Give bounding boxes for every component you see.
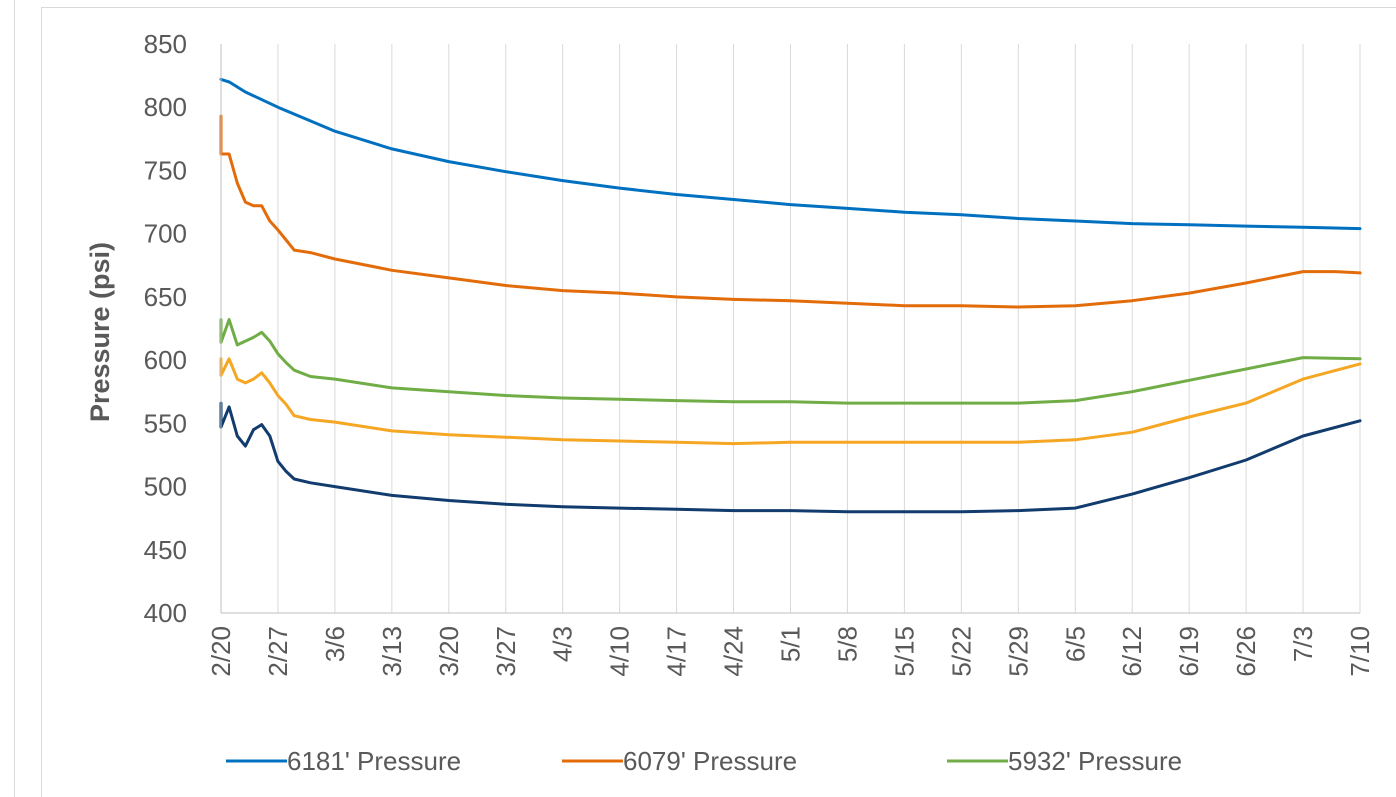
legend-label-0: 6181' Pressure bbox=[287, 746, 461, 776]
x-tick-2: 3/6 bbox=[320, 626, 350, 662]
series-line-3 bbox=[219, 357, 1362, 446]
y-tick-800: 800 bbox=[144, 92, 187, 122]
legend: 6181' Pressure 6079' Pressure 5932' Pressu… bbox=[226, 746, 1182, 776]
series-line-2 bbox=[219, 318, 1362, 405]
x-tick-10: 5/1 bbox=[776, 626, 806, 662]
axes bbox=[220, 44, 1360, 614]
x-tick-9: 4/24 bbox=[719, 626, 749, 677]
y-tick-labels: 400 450 500 550 600 650 700 750 800 850 bbox=[144, 29, 187, 628]
x-tick-16: 6/12 bbox=[1117, 626, 1147, 677]
series-line-0 bbox=[219, 77, 1362, 231]
left-panel-edge bbox=[0, 0, 15, 797]
x-tick-17: 6/19 bbox=[1174, 626, 1204, 677]
legend-label-1: 6079' Pressure bbox=[623, 746, 797, 776]
y-tick-850: 850 bbox=[144, 29, 187, 59]
x-tick-13: 5/22 bbox=[946, 626, 976, 677]
x-tick-5: 3/27 bbox=[491, 626, 521, 677]
y-tick-400: 400 bbox=[144, 598, 187, 628]
y-tick-500: 500 bbox=[144, 472, 187, 502]
x-tick-6: 4/3 bbox=[548, 626, 578, 662]
y-tick-600: 600 bbox=[144, 345, 187, 375]
series-line-1 bbox=[219, 114, 1362, 309]
x-tick-7: 4/10 bbox=[605, 626, 635, 677]
x-tick-4: 3/20 bbox=[434, 626, 464, 677]
y-tick-650: 650 bbox=[144, 282, 187, 312]
x-tick-labels: 2/20 2/27 3/6 3/13 3/20 3/27 4/3 4/10 4/17 4/24 5/… bbox=[206, 626, 1375, 677]
chart-frame bbox=[41, 7, 1396, 797]
series-line-4 bbox=[219, 401, 1362, 514]
x-tick-12: 5/15 bbox=[889, 626, 919, 677]
x-tick-19: 7/3 bbox=[1288, 626, 1318, 662]
vertical-gridlines bbox=[220, 44, 1361, 613]
y-tick-700: 700 bbox=[144, 219, 187, 249]
x-tick-14: 5/29 bbox=[1003, 626, 1033, 677]
y-tick-750: 750 bbox=[144, 155, 187, 185]
series-lines bbox=[219, 77, 1362, 514]
x-tick-0: 2/20 bbox=[206, 626, 236, 677]
x-tick-1: 2/27 bbox=[263, 626, 293, 677]
y-axis-title: Pressure (psi) bbox=[85, 242, 115, 422]
y-tick-450: 450 bbox=[144, 535, 187, 565]
legend-label-2: 5932' Pressure bbox=[1008, 746, 1182, 776]
x-tick-3: 3/13 bbox=[377, 626, 407, 677]
x-tick-18: 6/26 bbox=[1231, 626, 1261, 677]
x-tick-11: 5/8 bbox=[832, 626, 862, 662]
x-tick-15: 6/5 bbox=[1060, 626, 1090, 662]
x-tick-8: 4/17 bbox=[662, 626, 692, 677]
x-tick-20: 7/10 bbox=[1345, 626, 1375, 677]
y-tick-550: 550 bbox=[144, 408, 187, 438]
